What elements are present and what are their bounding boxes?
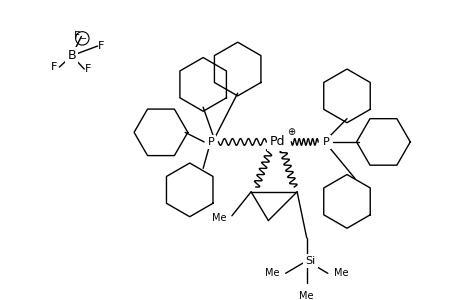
Text: F: F [74,32,80,41]
Text: Me: Me [299,291,313,300]
Text: F: F [51,62,57,72]
Text: ⊕: ⊕ [287,127,295,137]
Text: Pd: Pd [269,135,285,148]
Text: −: − [78,34,86,43]
Text: Si: Si [305,256,315,266]
Text: Me: Me [211,213,226,223]
Text: F: F [98,41,105,51]
Text: B: B [67,49,76,62]
Text: Me: Me [265,268,279,278]
Text: P: P [322,137,329,147]
Text: Me: Me [333,268,347,278]
Text: F: F [85,64,91,74]
Text: P: P [207,137,214,147]
